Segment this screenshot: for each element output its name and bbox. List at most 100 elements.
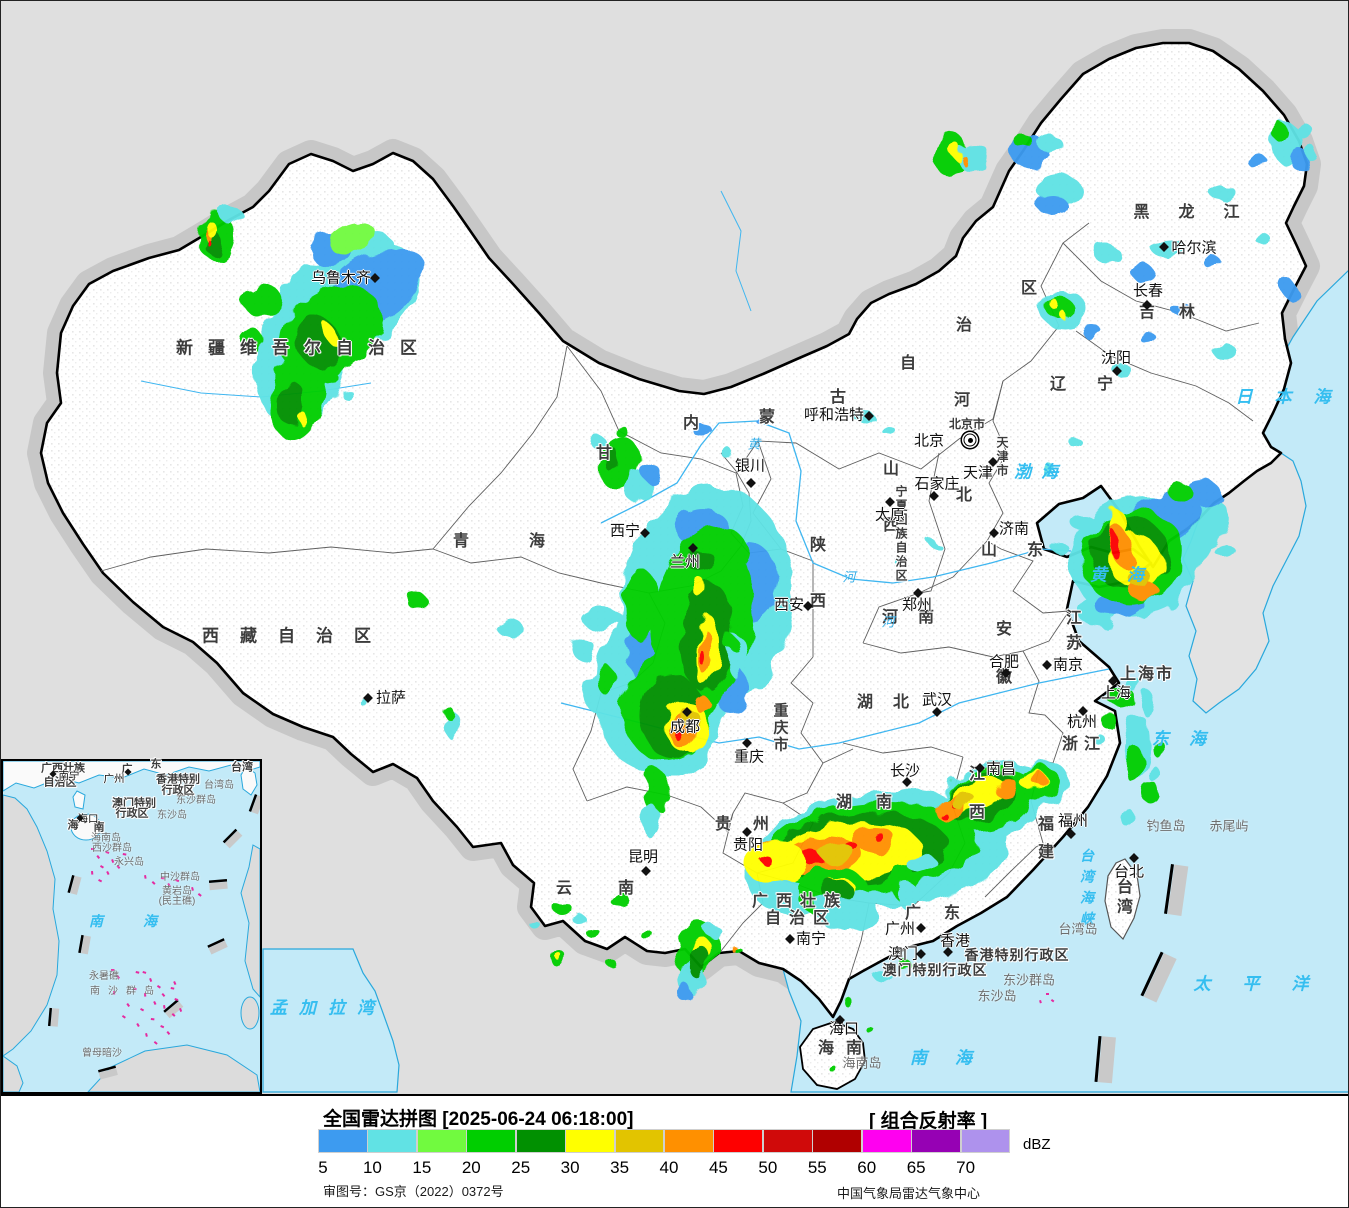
colorbar-tick-25: 25: [511, 1158, 531, 1177]
inset-island-mark: [153, 1001, 157, 1006]
radar-echo: [406, 594, 428, 608]
inset-leizhou: [72, 790, 86, 810]
inset-island-mark: [116, 865, 121, 869]
radar-echo: [928, 540, 938, 546]
radar-echo: [995, 779, 1019, 799]
hainan-island: [799, 1021, 866, 1090]
inset-island-label: 南沙群岛: [90, 986, 162, 997]
inset-island-label: 东沙岛: [157, 810, 187, 821]
inset-region-label: 东: [150, 758, 162, 771]
inset-borneo: [86, 1044, 261, 1093]
inset-island-mark: [161, 993, 166, 997]
boundary-dash: [1094, 1035, 1116, 1084]
colorbar-tick-15: 15: [412, 1158, 432, 1177]
radar-echo: [641, 930, 653, 940]
radar-echo: [624, 471, 650, 503]
inset-island-mark: [96, 855, 101, 859]
radar-echo: [760, 854, 770, 864]
radar-echo: [688, 945, 708, 977]
inset-island-mark: [166, 1031, 171, 1035]
inset-china-coast: [2, 760, 261, 792]
radar-echo: [1041, 466, 1057, 476]
radar-echo: [951, 792, 975, 810]
radar-echo: [1069, 439, 1083, 447]
radar-echo: [605, 450, 621, 472]
inset-island-mark: [110, 969, 115, 972]
radar-echo: [1122, 676, 1140, 690]
radar-echo: [1142, 782, 1160, 804]
inset-island-label: 台湾岛: [204, 780, 234, 791]
colorbar-box-20: [466, 1129, 517, 1153]
inset-island-mark: [144, 992, 147, 997]
product-label: [ 组合反射率 ]: [869, 1111, 988, 1132]
radar-echo: [678, 984, 692, 1002]
radar-echo: [623, 569, 659, 641]
inset-island-mark: [156, 985, 161, 989]
radar-echo: [220, 206, 242, 224]
inset-island-mark: [160, 1025, 165, 1029]
inset-island-label: (民主礁): [158, 896, 196, 907]
radar-echo: [804, 852, 822, 866]
radar-echo: [1204, 257, 1222, 269]
radar-echo: [869, 1030, 877, 1036]
radar-echo: [699, 651, 705, 665]
inset-palawan: [240, 996, 260, 1030]
colorbar-box-70: [960, 1129, 1011, 1153]
inset-city-label: 广州: [103, 772, 125, 785]
radar-echo: [1169, 484, 1193, 502]
inset-island-mark: [99, 864, 104, 869]
inset-island-mark: [106, 871, 110, 876]
radar-echo: [1108, 686, 1134, 708]
radar-echo: [851, 826, 895, 852]
radar-echo: [1045, 296, 1073, 318]
radar-echo: [1249, 156, 1269, 170]
radar-echo: [641, 805, 661, 837]
inset-island-mark: [126, 1003, 131, 1008]
inset-island-mark: [167, 882, 171, 888]
radar-echo: [695, 579, 707, 599]
radar-echo: [1152, 239, 1186, 259]
radar-echo: [616, 428, 630, 438]
colorbar-box-10: [367, 1129, 418, 1153]
colorbar-box-35: [614, 1129, 665, 1153]
radar-echo: [584, 926, 598, 936]
radar-echo: [597, 667, 617, 695]
radar-echo: [1014, 134, 1032, 148]
inset-island-mark: [145, 1033, 148, 1037]
radar-echo: [552, 900, 570, 914]
inset-island-mark: [197, 893, 202, 897]
radar-echo: [721, 448, 733, 458]
inset-dash-layer: [47, 794, 265, 1080]
radar-echo: [686, 551, 716, 571]
inset-island-mark: [132, 988, 137, 991]
inset-island-label: 中沙群岛: [160, 872, 200, 883]
radar-echo: [1083, 326, 1103, 340]
radar-echo: [1282, 280, 1296, 298]
inset-island-mark: [175, 879, 180, 883]
colorbar-tick-40: 40: [659, 1158, 679, 1177]
radar-echo: [896, 559, 910, 567]
inset-island-label: 曾母暗沙: [82, 1048, 122, 1059]
radar-echo: [581, 609, 625, 629]
radar-echo: [906, 853, 936, 873]
colorbar-box-15: [416, 1129, 467, 1153]
inset-boundary-dash: [78, 934, 91, 955]
radar-echo: [872, 831, 882, 839]
boundary-dash: [1140, 951, 1177, 1003]
radar-echo: [1109, 529, 1121, 561]
dbz-unit-label: dBZ: [1023, 1136, 1051, 1153]
boundary-dash: [1164, 864, 1189, 916]
inset-region-label: 自治区: [43, 776, 77, 789]
radar-echo: [756, 417, 770, 425]
radar-echo: [744, 841, 808, 885]
colorbar-box-65: [911, 1129, 962, 1153]
inset-island-label: 黄岩岛: [162, 886, 192, 897]
radar-echo: [694, 694, 708, 712]
inset-island-mark: [149, 977, 153, 982]
inset-region-label: 香港特别: [156, 773, 200, 786]
radar-echo: [1032, 772, 1046, 786]
radar-echo: [1093, 734, 1105, 744]
inset-island-mark: [191, 887, 194, 891]
colorbar-tick-20: 20: [461, 1158, 481, 1177]
radar-echo: [1038, 196, 1068, 216]
